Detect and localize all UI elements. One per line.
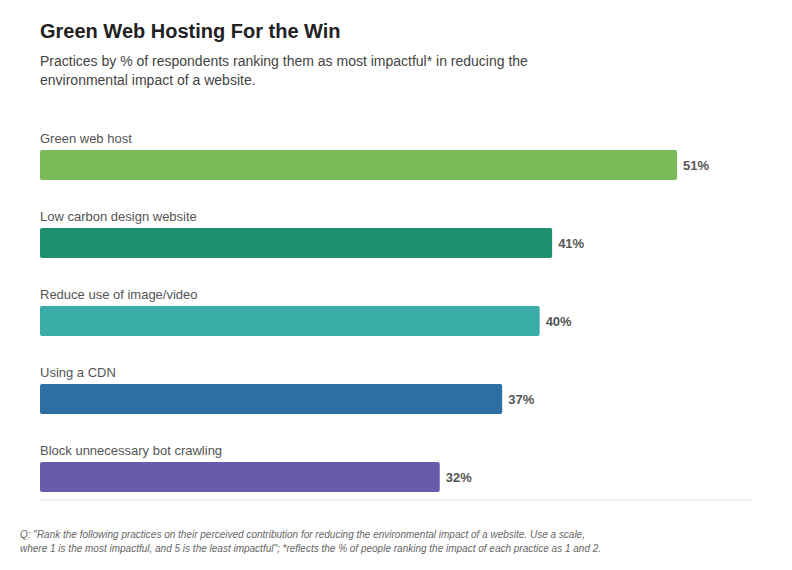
subtitle-line: environmental impact of a website. bbox=[40, 72, 256, 88]
subtitle-line: Practices by % of respondents ranking th… bbox=[40, 53, 528, 69]
subtitle: Practices by % of respondents ranking th… bbox=[40, 53, 528, 88]
background bbox=[0, 0, 792, 570]
data-label: 37% bbox=[508, 392, 534, 407]
bar bbox=[40, 306, 540, 336]
chart-container: Green Web Hosting For the Win Practices b… bbox=[0, 0, 792, 570]
data-label: 40% bbox=[546, 314, 572, 329]
chart: Green Web Hosting For the Win Practices b… bbox=[0, 0, 792, 570]
category-label: Green web host bbox=[40, 131, 132, 146]
bar bbox=[40, 150, 677, 180]
bar bbox=[40, 462, 440, 492]
bars bbox=[40, 150, 677, 492]
labels: Green web host 51% Low carbon design websi… bbox=[40, 131, 710, 485]
bar bbox=[40, 228, 552, 258]
footnote: Q: "Rank the following practices on thei… bbox=[20, 529, 601, 554]
bar bbox=[40, 384, 502, 414]
data-label: 51% bbox=[683, 158, 709, 173]
category-label: Reduce use of image/video bbox=[40, 287, 198, 302]
footnote-line: where 1 is the most impactful, and 5 is … bbox=[20, 543, 601, 554]
x-axis-line bbox=[40, 500, 752, 501]
category-label: Low carbon design website bbox=[40, 209, 197, 224]
page: {"chart_data": {"type": "bar", "orientat… bbox=[0, 0, 792, 570]
title: Green Web Hosting For the Win bbox=[40, 20, 341, 42]
data-label: 41% bbox=[558, 236, 584, 251]
footnote-line: Q: "Rank the following practices on thei… bbox=[20, 529, 585, 540]
data-label: 32% bbox=[446, 470, 472, 485]
category-label: Using a CDN bbox=[40, 365, 116, 380]
category-label: Block unnecessary bot crawling bbox=[40, 443, 222, 458]
